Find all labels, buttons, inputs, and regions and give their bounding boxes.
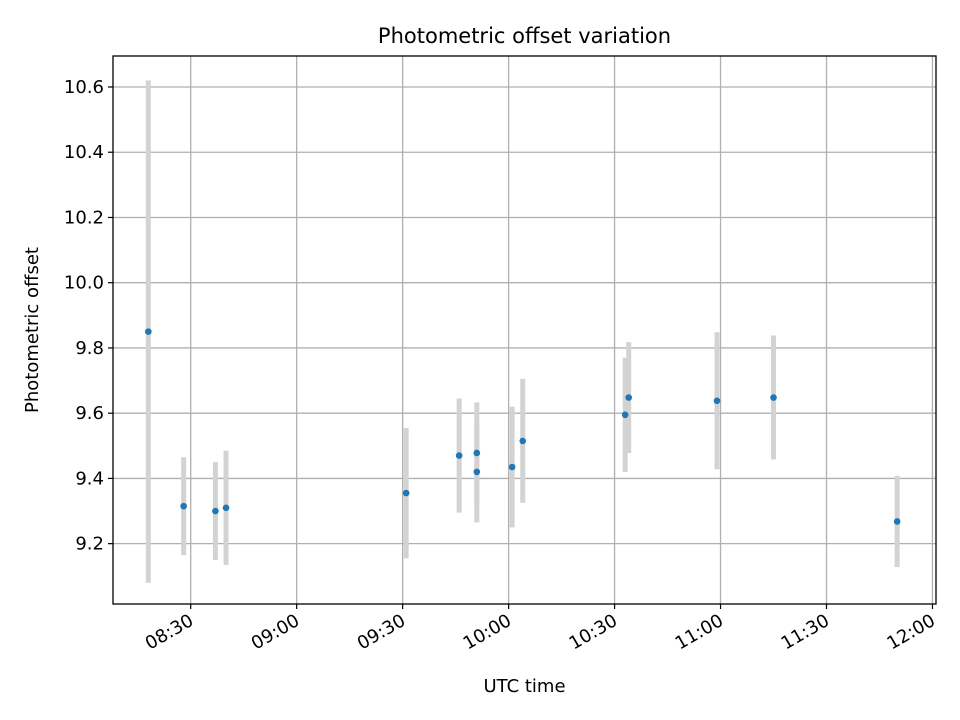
y-axis-label: Photometric offset xyxy=(22,247,43,413)
y-tick-label: 10.4 xyxy=(64,142,104,163)
grid xyxy=(113,56,936,604)
data-point xyxy=(145,328,152,335)
y-tick-label: 9.6 xyxy=(75,403,104,424)
data-point xyxy=(713,397,721,405)
x-tick-label: 10:30 xyxy=(566,610,621,654)
plot-background xyxy=(113,56,936,604)
data-point xyxy=(893,518,901,525)
data-point xyxy=(402,489,410,497)
data-point xyxy=(212,507,219,515)
data-point xyxy=(625,394,632,401)
data-point xyxy=(519,437,527,445)
plot-frame xyxy=(112,55,937,605)
y-tick-label: 9.2 xyxy=(75,534,104,555)
data-point xyxy=(473,449,481,457)
y-tick-label: 10.6 xyxy=(64,77,104,98)
x-tick-label: 09:00 xyxy=(248,610,303,654)
x-tick-label: 11:30 xyxy=(778,610,833,654)
y-tick-label: 9.4 xyxy=(75,468,104,489)
chart-title: Photometric offset variation xyxy=(378,24,671,48)
y-tick-label: 10.2 xyxy=(64,207,104,228)
x-axis-label: UTC time xyxy=(483,676,565,697)
data-point xyxy=(455,452,463,459)
data-point xyxy=(770,394,777,401)
y-tick-label: 10.0 xyxy=(64,273,104,294)
data-point xyxy=(222,504,230,512)
x-tick-label: 08:30 xyxy=(142,610,197,654)
y-axis: 9.2 9.4 9.6 9.8 10.0 10.2 10.4 10.6 xyxy=(64,77,113,555)
x-tick-label: 11:00 xyxy=(672,610,727,654)
x-tick-label: 09:30 xyxy=(354,610,409,654)
data-point xyxy=(621,411,629,419)
x-tick-label: 10:00 xyxy=(460,610,515,654)
y-tick-label: 9.8 xyxy=(75,338,104,359)
data-point xyxy=(473,468,481,476)
x-axis: 08:30 09:00 09:30 10:00 10:30 11:00 11:30 12:00 xyxy=(142,604,939,654)
data-points xyxy=(145,328,901,525)
data-point xyxy=(508,463,516,471)
data-point xyxy=(180,502,187,510)
x-tick-label: 12:00 xyxy=(884,610,939,654)
